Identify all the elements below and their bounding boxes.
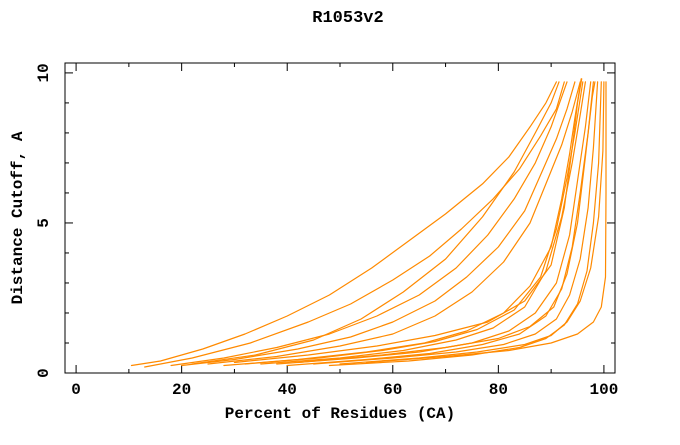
x-axis-label: Percent of Residues (CA) [225,405,455,423]
model-curve [207,81,581,365]
y-tick-label: 5 [35,218,53,228]
y-tick-label: 10 [35,63,53,82]
x-tick-label: 20 [172,381,191,399]
model-curve [276,81,592,365]
model-curve [223,78,582,367]
model-curve [286,81,595,367]
x-tick-label: 80 [489,381,508,399]
y-tick-label: 0 [35,368,53,378]
chart-title: R1053v2 [312,9,383,28]
model-curve [144,81,565,368]
model-curve [339,81,605,365]
x-tick-label: 0 [71,381,81,399]
model-curve [313,81,599,365]
model-curve [365,81,607,364]
x-tick-label: 100 [590,381,619,399]
model-curve [297,81,596,364]
x-tick-label: 60 [383,381,402,399]
model-curve [260,81,587,365]
x-tick-label: 40 [278,381,297,399]
y-axis-label: Distance Cutoff, A [9,131,27,304]
model-curve [191,81,560,365]
model-curve [170,81,568,367]
model-curve [181,81,576,367]
model-curve [328,81,602,367]
model-curve [130,81,558,367]
model-curve [233,78,583,364]
